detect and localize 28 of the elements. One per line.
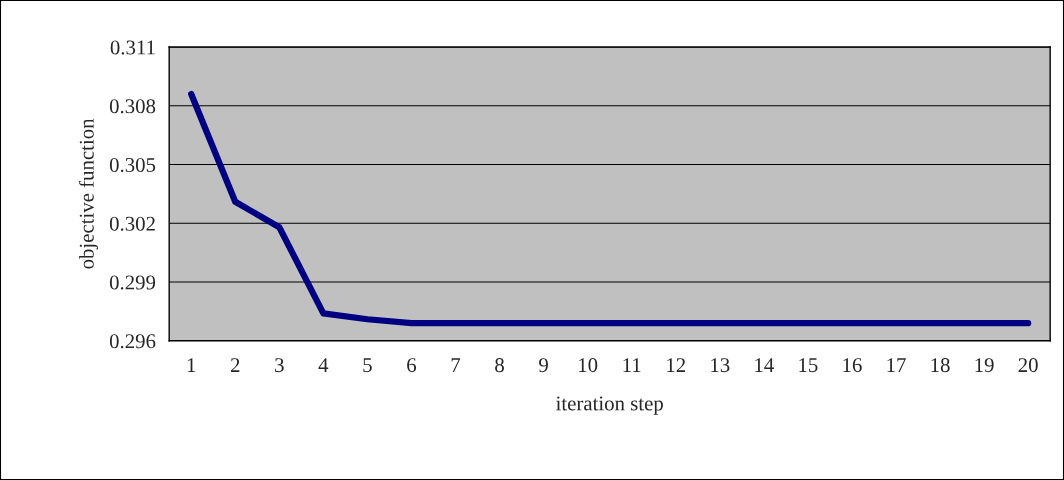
- x-tick-label: 1: [187, 358, 196, 372]
- x-tick-label: 19: [975, 358, 994, 373]
- x-tick-label: 2: [230, 358, 240, 372]
- x-tick-label: 4: [318, 358, 329, 372]
- x-tick-label: 15: [799, 358, 818, 373]
- y-tick-label: 0.296: [109, 334, 156, 349]
- y-tick-label: 0.299: [109, 275, 156, 290]
- y-tick-label: 0.302: [109, 216, 155, 231]
- x-axis-title: iteration step: [556, 396, 663, 415]
- x-tick-label: 17: [887, 358, 906, 372]
- y-tick-label: 0.305: [109, 157, 156, 173]
- x-tick-label: 12: [667, 358, 686, 372]
- y-tick-label: 0.308: [109, 99, 156, 114]
- x-tick-label: 6: [407, 358, 417, 373]
- x-tick-label: 8: [495, 358, 504, 373]
- x-tick-label: 16: [843, 358, 862, 373]
- x-tick-label: 7: [451, 358, 461, 372]
- y-tick-label: 0.311: [110, 40, 155, 55]
- y-axis-title: objective function: [78, 118, 98, 269]
- x-tick-label: 10: [579, 358, 598, 373]
- x-tick-label: 13: [711, 358, 730, 373]
- x-tick-label: 14: [755, 358, 774, 372]
- x-tick-label: 5: [363, 358, 372, 373]
- x-tick-label: 9: [539, 358, 548, 373]
- x-tick-label: 18: [931, 358, 950, 373]
- x-tick-label: 20: [1018, 358, 1038, 373]
- x-tick-label: 3: [275, 358, 284, 373]
- x-tick-label: 11: [623, 358, 641, 372]
